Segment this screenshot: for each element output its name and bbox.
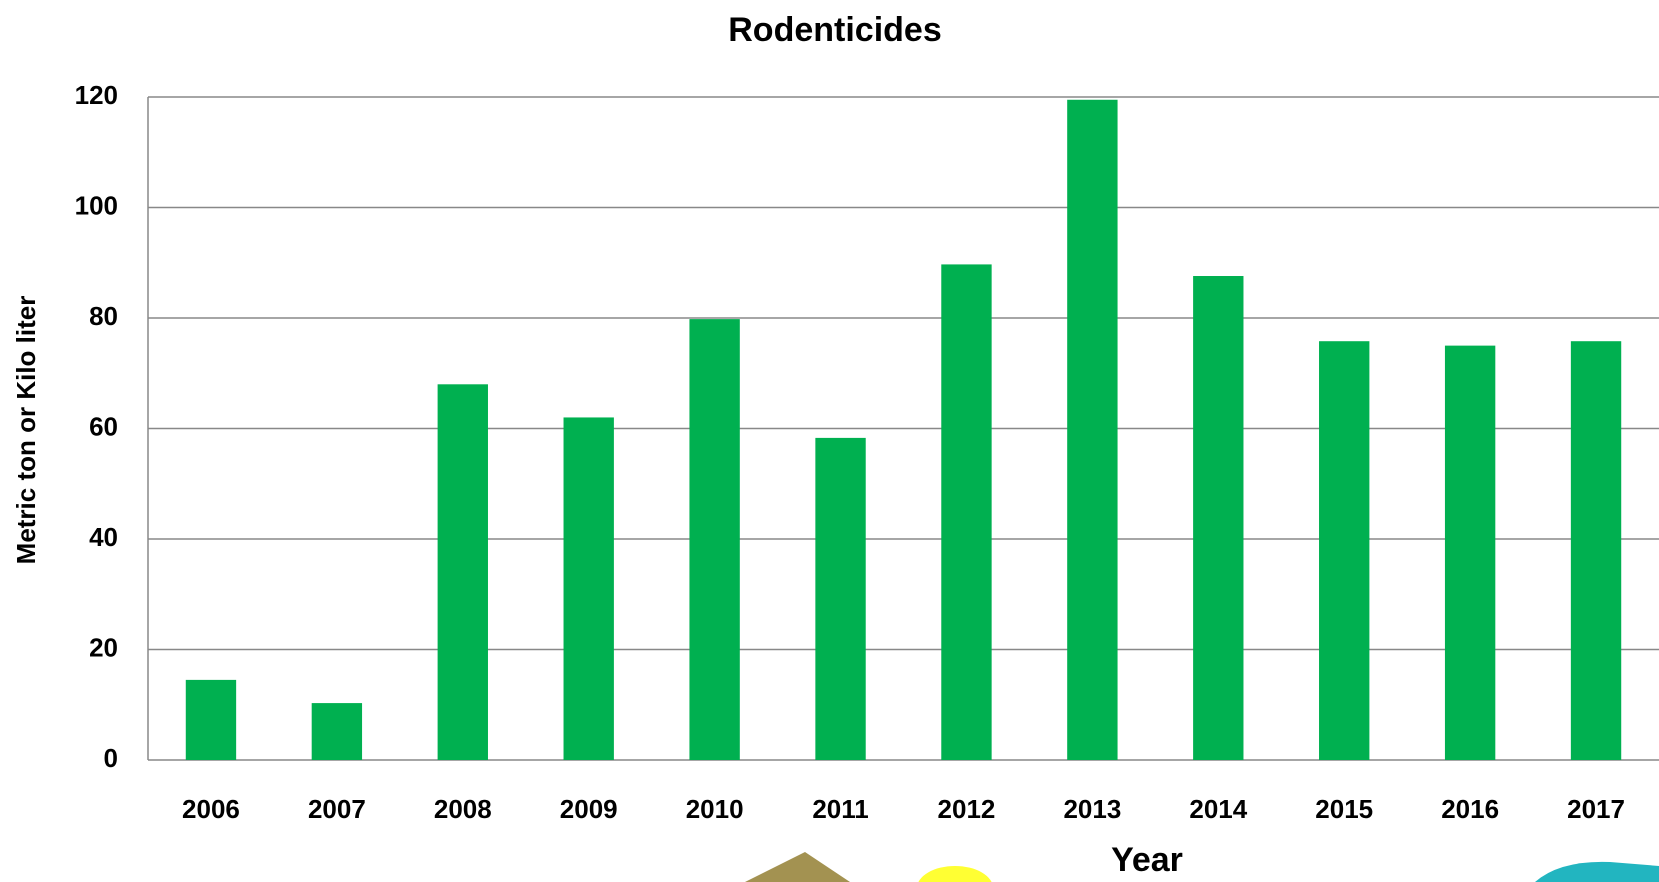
x-tick-label: 2010 — [686, 794, 744, 824]
bar — [563, 417, 614, 760]
x-tick-label: 2009 — [560, 794, 618, 824]
x-tick-label: 2011 — [812, 794, 868, 824]
x-tick-label: 2013 — [1063, 794, 1121, 824]
decoration — [745, 852, 850, 882]
x-tick-label: 2006 — [182, 794, 240, 824]
y-tick-label: 40 — [89, 522, 118, 552]
y-tick-label: 80 — [89, 301, 118, 331]
y-tick-label: 20 — [89, 632, 118, 662]
bar — [185, 679, 237, 760]
y-tick-label: 0 — [104, 743, 118, 773]
bar — [815, 437, 866, 760]
bar — [1444, 345, 1496, 760]
y-axis-label: Metric ton or Kilo liter — [11, 296, 41, 565]
x-tick-label: 2012 — [938, 794, 996, 824]
chart-title: Rodenticides — [728, 11, 941, 49]
x-tick-label: 2008 — [434, 794, 492, 824]
x-tick-label: 2016 — [1441, 794, 1499, 824]
x-tick-label: 2015 — [1315, 794, 1373, 824]
x-tick-label: 2007 — [308, 794, 366, 824]
y-tick-label: 100 — [75, 190, 118, 220]
x-tick-label: 2017 — [1567, 794, 1625, 824]
y-tick-label: 60 — [89, 411, 118, 441]
y-tick-label: 120 — [75, 80, 118, 110]
decoration — [1535, 861, 1659, 882]
x-axis-label: Year — [1111, 841, 1183, 879]
bar — [689, 319, 740, 760]
bar — [1319, 341, 1370, 760]
bar — [311, 703, 363, 760]
x-tick-label: 2014 — [1189, 794, 1247, 824]
bar — [1193, 276, 1244, 760]
bar — [1067, 99, 1118, 760]
bar — [941, 264, 992, 760]
bar — [1570, 341, 1622, 760]
bar — [437, 384, 488, 760]
decoration — [918, 866, 992, 882]
